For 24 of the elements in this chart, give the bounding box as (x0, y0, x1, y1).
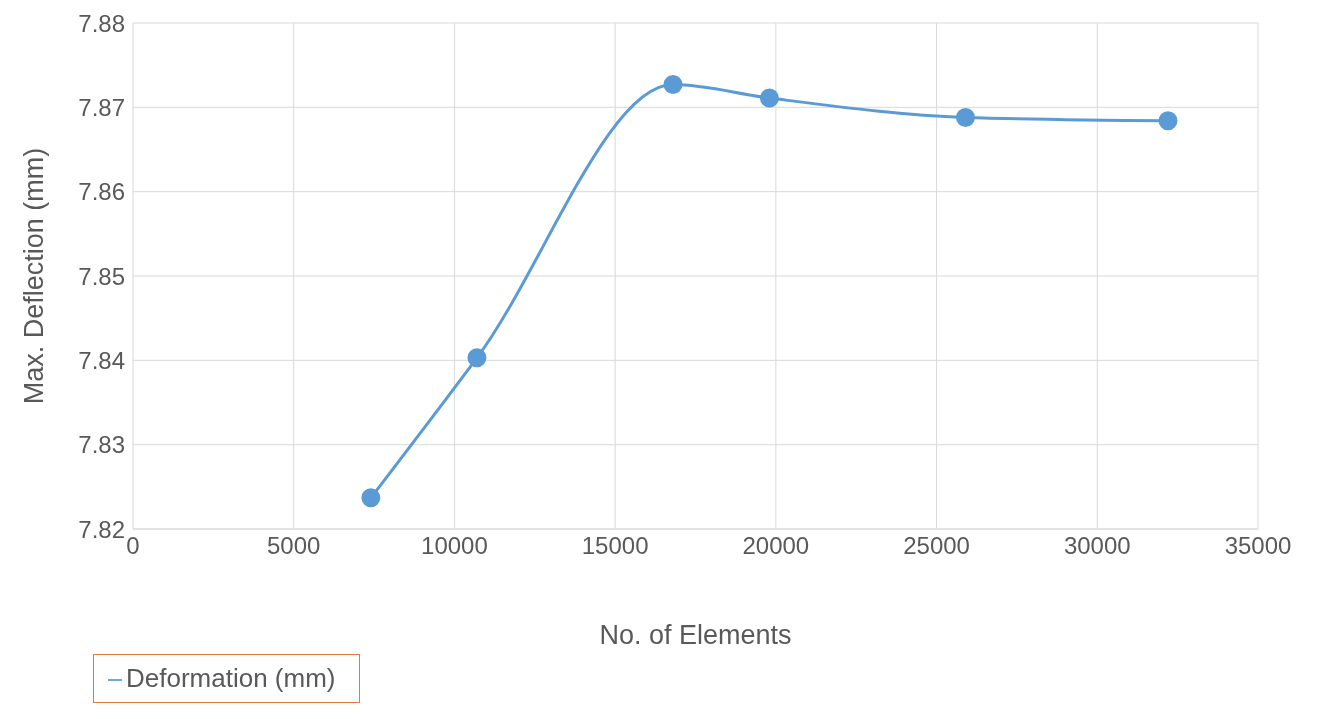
x-tick-label: 30000 (1063, 532, 1131, 560)
y-tick-label: 7.87 (78, 93, 125, 121)
y-tick-label: 7.82 (78, 515, 125, 543)
x-tick-label: 25000 (903, 532, 970, 560)
x-tick-label: 0 (126, 532, 140, 560)
point (1158, 111, 1178, 131)
x-axis-title: No. of Elements (599, 620, 792, 650)
y-tick-label: 7.85 (78, 262, 125, 290)
y-axis-title: Max. Deflection (mm) (18, 147, 49, 405)
point (759, 88, 779, 108)
legend-label: Deformation (mm) (126, 663, 336, 693)
x-tick-label: 15000 (581, 532, 649, 560)
y-tick-label: 7.84 (78, 346, 125, 374)
x-tick-label: 20000 (742, 532, 810, 560)
point (361, 488, 381, 508)
x-tick-label: 10000 (421, 532, 488, 560)
point (663, 75, 683, 95)
y-tick-label: 7.86 (78, 178, 125, 206)
y-tick-label: 7.83 (78, 431, 125, 459)
point (956, 107, 975, 127)
point (467, 348, 487, 368)
x-tick-label: 5000 (267, 532, 321, 560)
x-tick-label: 35000 (1224, 532, 1292, 560)
y-tick-label: 7.88 (78, 9, 125, 37)
